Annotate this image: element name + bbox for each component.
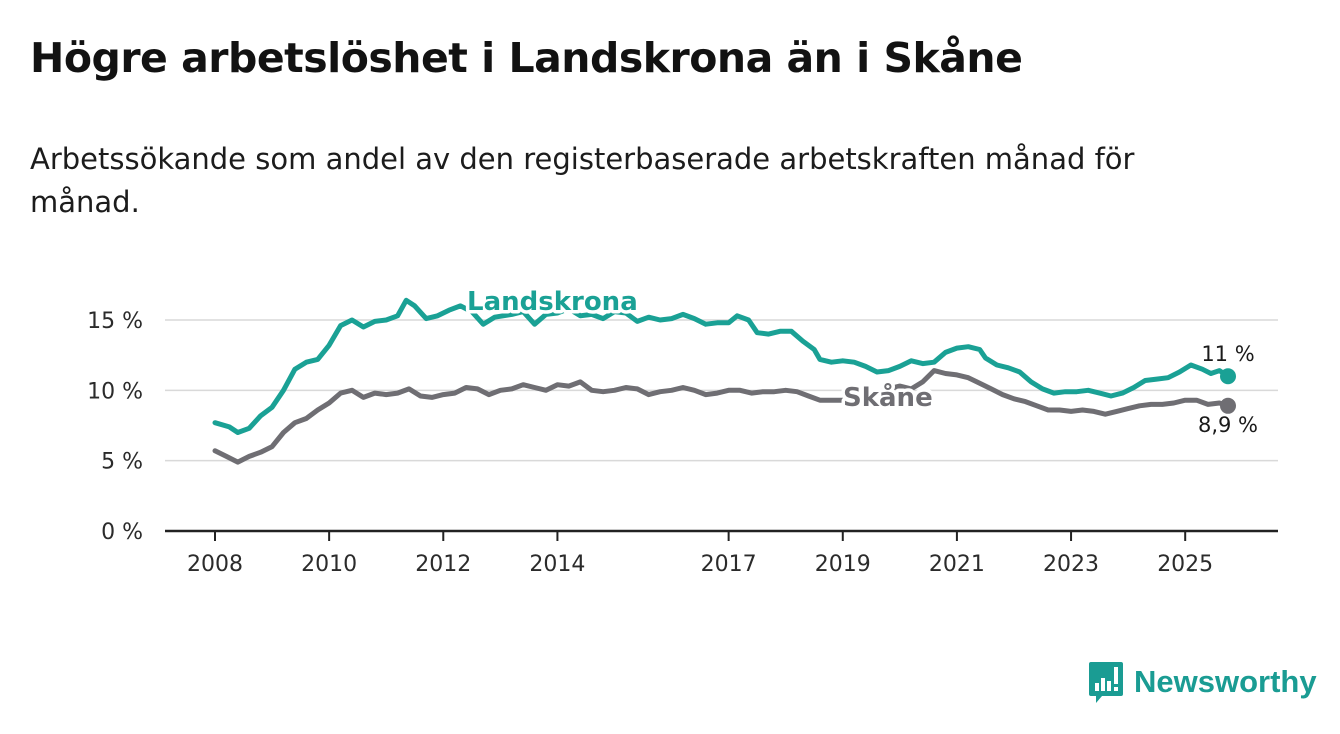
end-point-skane <box>1220 397 1236 414</box>
x-axis-ticks: 2008 2010 2012 2014 2017 2019 2021 2023 2025 <box>187 531 1213 577</box>
x-tick-label: 2012 <box>415 552 471 577</box>
x-tick-label: 2021 <box>929 552 985 577</box>
series-line-landskrona <box>212 297 1231 435</box>
y-tick-label: 10 % <box>87 379 143 404</box>
end-value-label-skane: 8,9 % <box>1198 413 1258 437</box>
end-value-label-landskrona: 11 % <box>1201 342 1254 366</box>
y-axis-ticks: 0 % 5 % 10 % 15 % <box>87 309 143 545</box>
brand-name: Newsworthy <box>1134 664 1317 699</box>
x-tick-label: 2017 <box>701 552 757 577</box>
y-tick-label: 5 % <box>101 450 143 475</box>
series-lines <box>212 297 1236 465</box>
brand-logo: Newsworthy <box>1088 660 1317 704</box>
x-tick-label: 2019 <box>815 552 871 577</box>
chart-title: Högre arbetslöshet i Landskrona än i Skå… <box>30 34 1023 82</box>
series-line-skane <box>212 368 1231 465</box>
bar-chart-exclamation-icon <box>1089 662 1123 703</box>
x-tick-label: 2025 <box>1157 552 1213 577</box>
x-tick-label: 2014 <box>529 552 585 577</box>
y-tick-label: 15 % <box>87 309 143 334</box>
series-label-landskrona: Landskrona <box>467 287 638 317</box>
y-tick-label: 0 % <box>101 520 143 545</box>
x-tick-label: 2008 <box>187 552 243 577</box>
x-tick-label: 2010 <box>301 552 357 577</box>
x-tick-label: 2023 <box>1043 552 1099 577</box>
chart-subtitle: Arbetssökande som andel av den registerb… <box>30 142 1135 219</box>
end-point-landskrona <box>1220 368 1236 385</box>
series-label-skane: Skåne <box>843 381 933 413</box>
